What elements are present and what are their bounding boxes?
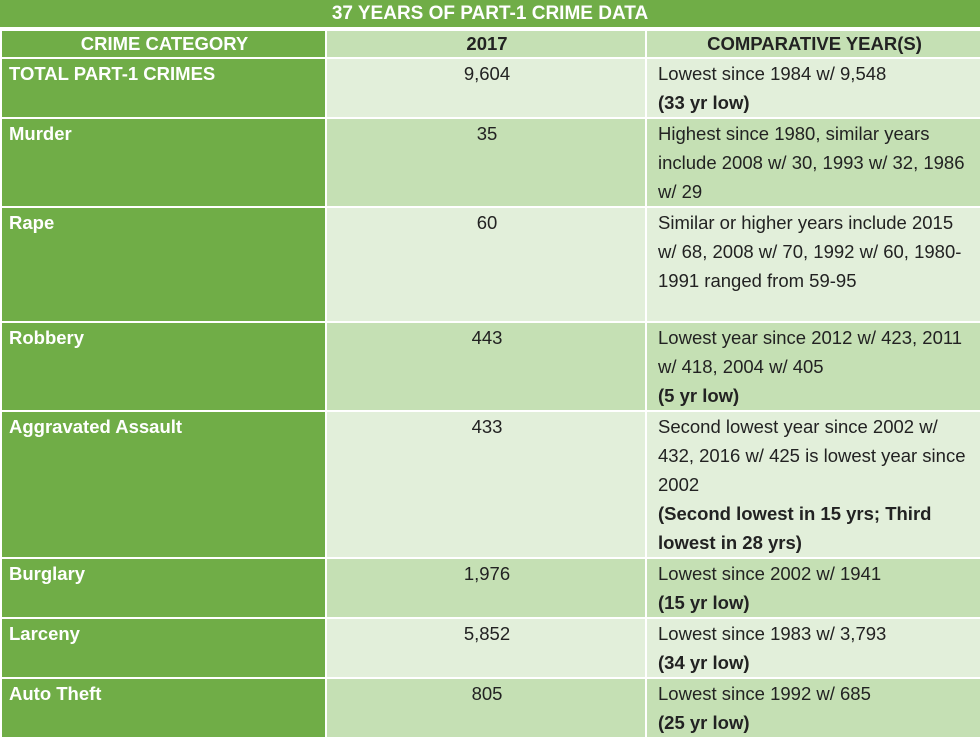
crime-category: Burglary	[0, 557, 327, 619]
table-row: Larceny 5,852 Lowest since 1983 w/ 3,793…	[0, 617, 980, 679]
comparative-text: Second lowest year since 2002 w/ 432, 20…	[658, 416, 966, 495]
crime-category: Aggravated Assault	[0, 410, 327, 559]
comparative-note: (5 yr low)	[658, 385, 740, 406]
comparative-text: Similar or higher years include 2015 w/ …	[658, 212, 962, 291]
header-crime-category: CRIME CATEGORY	[0, 29, 327, 59]
value-2017: 5,852	[325, 617, 647, 679]
comparative-text: Lowest since 2002 w/ 1941	[658, 563, 882, 584]
comparative-note: (15 yr low)	[658, 592, 750, 613]
comparative-years: Lowest since 1992 w/ 685 (25 yr low)	[645, 677, 980, 739]
comparative-years: Lowest since 1984 w/ 9,548 (33 yr low)	[645, 57, 980, 119]
crime-category: Rape	[0, 206, 327, 323]
comparative-years: Lowest year since 2012 w/ 423, 2011 w/ 4…	[645, 321, 980, 412]
comparative-note: (Second lowest in 15 yrs; Third lowest i…	[658, 503, 932, 553]
header-comparative-years: COMPARATIVE YEAR(S)	[645, 29, 980, 59]
value-2017: 805	[325, 677, 647, 739]
comparative-note: (33 yr low)	[658, 92, 750, 113]
comparative-note: (34 yr low)	[658, 652, 750, 673]
table-row: Murder 35 Highest since 1980, similar ye…	[0, 117, 980, 208]
crime-category: Murder	[0, 117, 327, 208]
crime-data-table: CRIME CATEGORY 2017 COMPARATIVE YEAR(S) …	[0, 29, 980, 739]
crime-category: TOTAL PART-1 CRIMES	[0, 57, 327, 119]
table-row: Rape 60 Similar or higher years include …	[0, 206, 980, 323]
value-2017: 35	[325, 117, 647, 208]
comparative-years: Similar or higher years include 2015 w/ …	[645, 206, 980, 323]
comparative-text: Lowest since 1992 w/ 685	[658, 683, 871, 704]
comparative-years: Lowest since 1983 w/ 3,793 (34 yr low)	[645, 617, 980, 679]
comparative-years: Lowest since 2002 w/ 1941 (15 yr low)	[645, 557, 980, 619]
comparative-years: Second lowest year since 2002 w/ 432, 20…	[645, 410, 980, 559]
crime-category: Larceny	[0, 617, 327, 679]
comparative-years: Highest since 1980, similar years includ…	[645, 117, 980, 208]
header-2017: 2017	[325, 29, 647, 59]
table-row: TOTAL PART-1 CRIMES 9,604 Lowest since 1…	[0, 57, 980, 119]
comparative-text: Lowest year since 2012 w/ 423, 2011 w/ 4…	[658, 327, 963, 377]
comparative-text: Lowest since 1983 w/ 3,793	[658, 623, 887, 644]
table-title: 37 YEARS OF PART-1 CRIME DATA	[0, 0, 980, 29]
table-row: Auto Theft 805 Lowest since 1992 w/ 685 (…	[0, 677, 980, 739]
comparative-text: Highest since 1980, similar years includ…	[658, 123, 965, 202]
value-2017: 60	[325, 206, 647, 323]
crime-category: Robbery	[0, 321, 327, 412]
value-2017: 433	[325, 410, 647, 559]
value-2017: 1,976	[325, 557, 647, 619]
crime-category: Auto Theft	[0, 677, 327, 739]
value-2017: 9,604	[325, 57, 647, 119]
table-row: Burglary 1,976 Lowest since 2002 w/ 1941…	[0, 557, 980, 619]
header-row: CRIME CATEGORY 2017 COMPARATIVE YEAR(S)	[0, 29, 980, 59]
comparative-note: (25 yr low)	[658, 712, 750, 733]
comparative-text: Lowest since 1984 w/ 9,548	[658, 63, 887, 84]
table-row: Aggravated Assault 433 Second lowest yea…	[0, 410, 980, 559]
table-row: Robbery 443 Lowest year since 2012 w/ 42…	[0, 321, 980, 412]
value-2017: 443	[325, 321, 647, 412]
